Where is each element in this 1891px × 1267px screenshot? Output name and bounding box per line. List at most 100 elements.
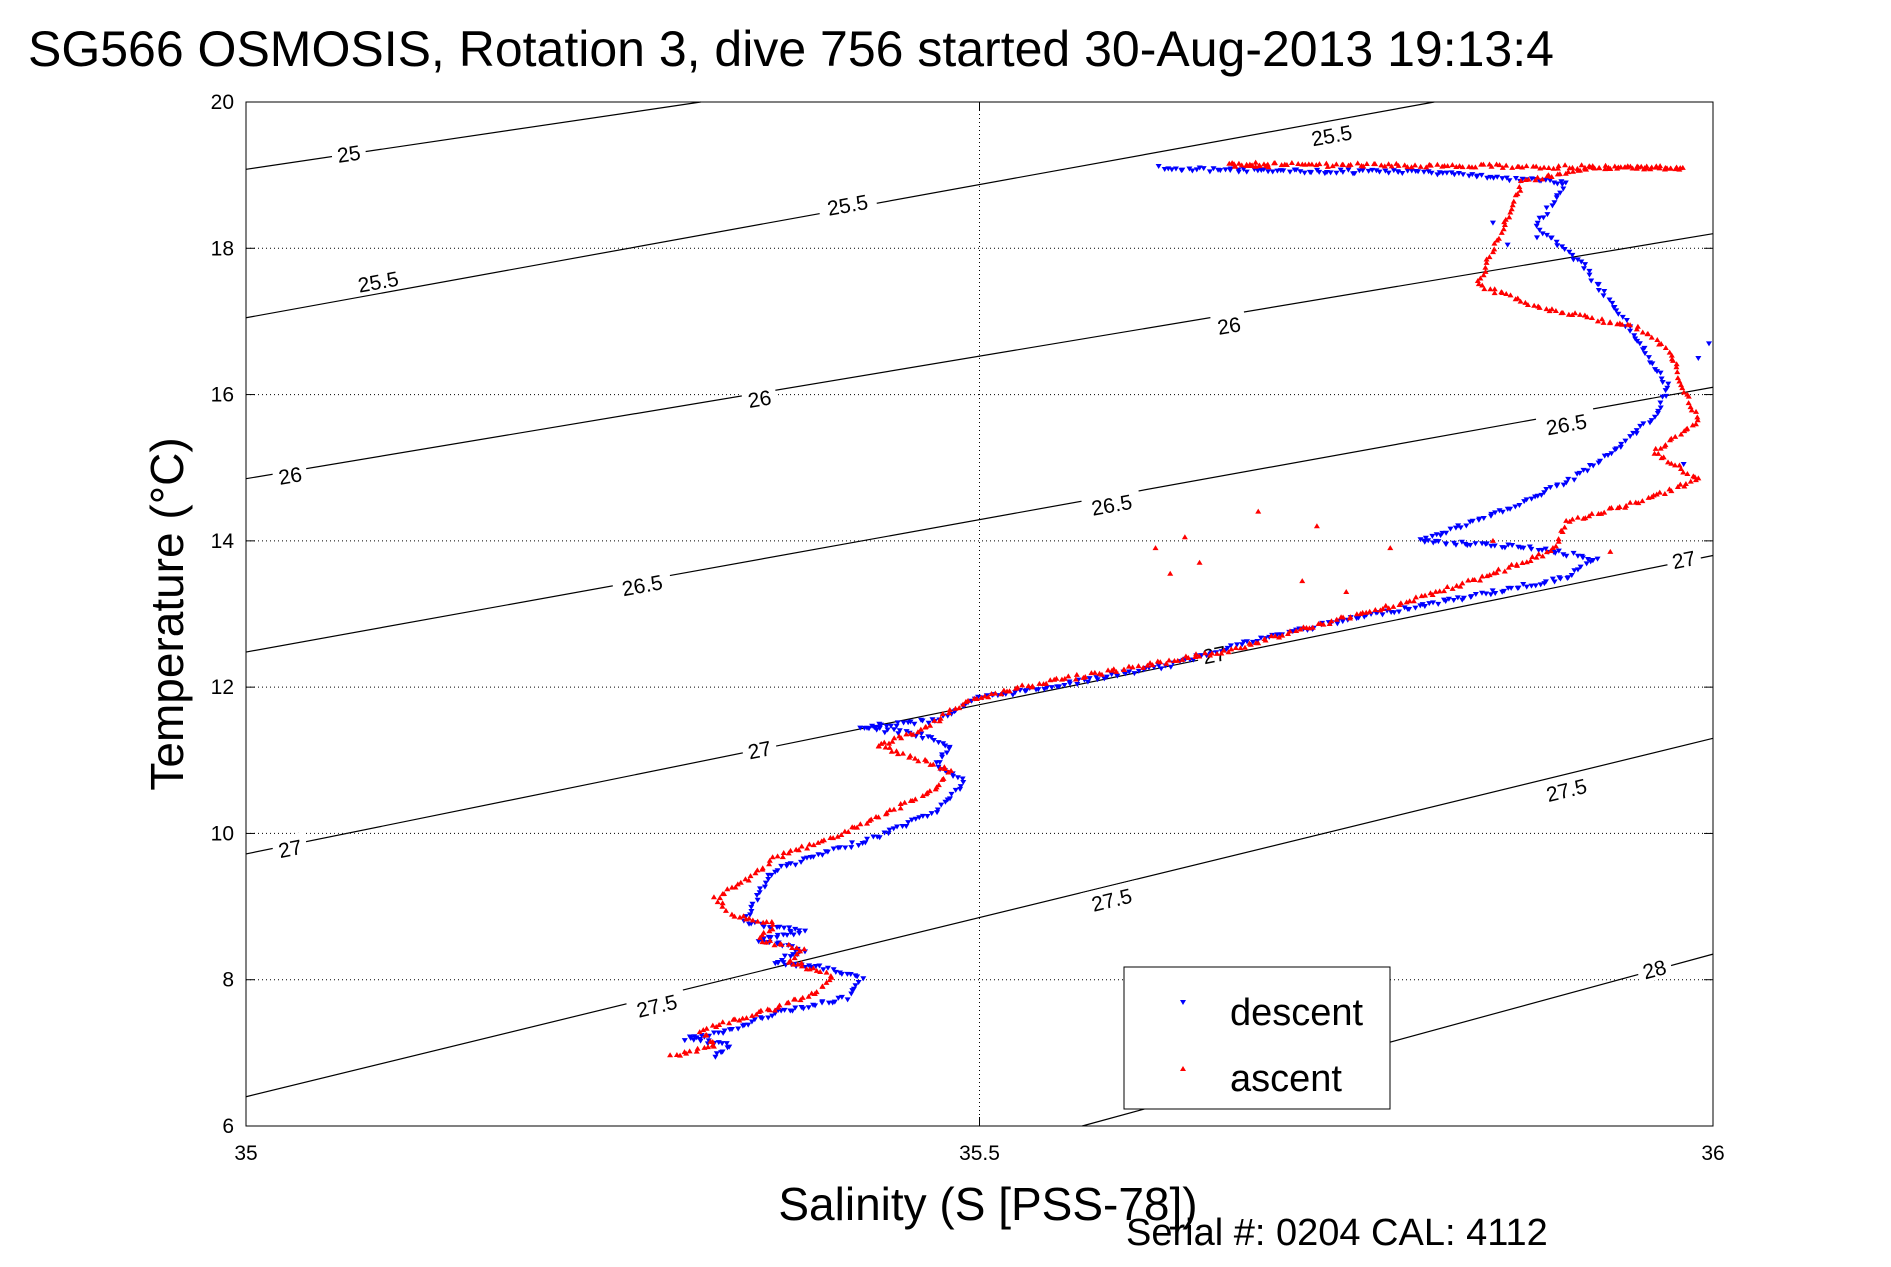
descent-point	[790, 952, 797, 958]
ascent-point	[776, 1002, 783, 1008]
ascent-point	[1279, 632, 1286, 638]
descent-point	[1376, 169, 1383, 175]
ascent-point	[1677, 481, 1684, 487]
isopycnal-label-bg	[1535, 770, 1598, 808]
descent-point	[1539, 231, 1546, 237]
ascent-point	[747, 873, 754, 879]
ascent-point	[1006, 688, 1013, 694]
ascent-point	[1517, 178, 1524, 184]
ascent-point	[1668, 435, 1675, 441]
descent-point	[1408, 168, 1415, 174]
ascent-point	[703, 1025, 710, 1031]
descent-point	[757, 886, 764, 892]
ascent-point	[1166, 657, 1173, 663]
ascent-point	[1065, 673, 1072, 679]
descent-point	[1523, 497, 1530, 503]
ascent-point	[700, 1027, 707, 1033]
ascent-point	[1495, 235, 1502, 241]
ascent-point	[1456, 163, 1463, 169]
descent-point	[838, 994, 845, 1000]
descent-point	[1565, 476, 1572, 482]
descent-point	[1645, 355, 1652, 361]
descent-point	[934, 807, 941, 813]
ascent-point	[1644, 331, 1651, 337]
ascent-point	[702, 1032, 709, 1038]
ascent-point	[1662, 442, 1669, 448]
descent-point	[1492, 510, 1499, 516]
ascent-point	[1672, 462, 1679, 468]
descent-point	[1578, 553, 1585, 559]
ascent-point	[1684, 425, 1691, 431]
legend-ascent-label: ascent	[1230, 1058, 1342, 1100]
descent-point	[1023, 688, 1030, 694]
ascent-point	[1377, 607, 1384, 613]
ascent-point	[1493, 161, 1500, 167]
descent-point	[957, 784, 964, 790]
ascent-point	[1125, 663, 1132, 669]
descent-point	[890, 826, 897, 832]
descent-point	[781, 1007, 788, 1013]
descent-point	[1291, 167, 1298, 173]
descent-point	[1487, 592, 1494, 598]
descent-point	[746, 921, 753, 927]
descent-point	[1664, 385, 1671, 391]
ascent-point	[1417, 163, 1424, 169]
ascent-point	[1687, 404, 1694, 410]
descent-point	[1532, 583, 1539, 589]
ascent-point	[1523, 559, 1530, 565]
isopycnal-label-bg	[740, 382, 779, 412]
ascent-point	[1661, 490, 1668, 496]
descent-point	[1588, 278, 1595, 284]
ascent-point	[875, 743, 882, 749]
ascent-point	[1255, 508, 1262, 514]
descent-point	[1499, 509, 1506, 515]
ascent-point	[1477, 275, 1484, 281]
descent-point	[1536, 227, 1543, 233]
ascent-point	[1459, 580, 1466, 586]
descent-point	[1399, 171, 1406, 177]
ascent-point	[1662, 344, 1669, 350]
ascent-point	[1406, 598, 1413, 604]
descent-point	[790, 932, 797, 938]
ascent-point	[1339, 161, 1346, 167]
ascent-point	[886, 744, 893, 750]
descent-point	[1420, 169, 1427, 175]
descent-point	[756, 890, 763, 896]
ascent-point	[736, 1017, 743, 1023]
ascent-point	[1552, 308, 1559, 314]
descent-point	[1561, 247, 1568, 253]
ascent-point	[1678, 431, 1685, 437]
ascent-point	[1556, 171, 1563, 177]
descent-point	[884, 727, 891, 733]
descent-point	[774, 960, 781, 966]
descent-point	[1542, 177, 1549, 183]
ascent-point	[823, 969, 830, 975]
ascent-point	[810, 965, 817, 971]
ascent-point	[1449, 585, 1456, 591]
ascent-point	[998, 691, 1005, 697]
descent-point	[1659, 394, 1666, 400]
descent-point	[1422, 535, 1429, 541]
ascent-point	[1149, 662, 1156, 668]
descent-point	[1508, 585, 1515, 591]
ascent-point	[732, 884, 739, 890]
isopycnal-label: 27	[746, 737, 773, 764]
ascent-point	[1480, 272, 1487, 278]
descent-point	[1406, 606, 1413, 612]
ascent-point	[1491, 246, 1498, 252]
ascent-point	[1390, 603, 1397, 609]
descent-point	[1412, 605, 1419, 611]
descent-point	[1503, 175, 1510, 181]
ascent-point	[721, 890, 728, 896]
ascent-point	[1512, 296, 1519, 302]
descent-point	[1637, 423, 1644, 429]
descent-point	[713, 1051, 720, 1057]
descent-point	[1526, 544, 1533, 550]
ascent-point	[745, 877, 752, 883]
ascent-point	[1617, 164, 1624, 170]
descent-point	[1417, 537, 1424, 543]
isopycnal-label-bg	[1664, 543, 1703, 574]
grid	[246, 102, 1713, 1126]
descent-point	[778, 1008, 785, 1014]
ascent-point	[1529, 554, 1536, 560]
